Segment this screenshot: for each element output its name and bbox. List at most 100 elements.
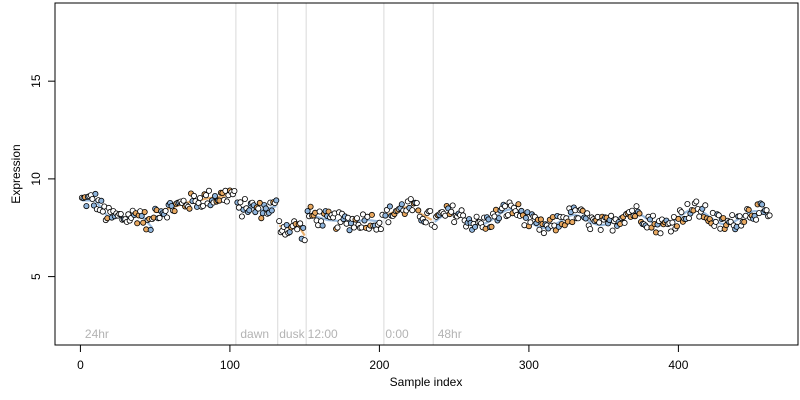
data-point [377,226,384,233]
data-point [407,196,414,203]
data-point [237,199,244,206]
data-point [190,192,197,199]
data-point [346,227,353,234]
data-point [413,199,420,206]
data-point [307,203,314,210]
data-point [702,202,709,209]
data-point [766,212,773,219]
x-axis: 0 100 200 300 400 [77,344,689,372]
data-point [386,203,393,210]
data-point [501,203,508,210]
data-point [575,215,582,222]
data-point [675,215,682,222]
data-point [92,190,99,197]
data-point [759,201,766,208]
data-point [582,215,589,222]
data-point [753,216,760,223]
data-point [99,208,106,215]
x-axis-title: Sample index [390,375,463,389]
data-point [472,223,479,230]
data-point [211,192,218,199]
data-point [636,210,643,217]
data-point [202,192,209,199]
x-tick-label: 400 [668,358,688,372]
data-point [584,210,591,217]
x-tick-label: 100 [220,358,240,372]
data-point [522,214,529,221]
data-point [134,220,141,227]
x-tick-label: 0 [77,358,84,372]
data-point [301,237,308,244]
data-point [246,207,253,214]
data-point [156,214,163,221]
data-point [353,215,360,222]
data-point [684,200,691,207]
data-point [268,207,275,214]
x-tick-label: 200 [369,358,389,372]
data-point [141,208,148,215]
data-point [763,207,770,214]
data-point [199,202,206,209]
data-point [171,208,178,215]
data-point [297,220,304,227]
data-point [632,213,639,220]
data-point [140,219,147,226]
data-point [536,226,543,233]
data-point [431,223,438,230]
data-point [409,207,416,214]
data-point [540,230,547,237]
data-point [609,227,616,234]
data-point [488,223,495,230]
data-point [241,195,248,202]
data-point [376,219,383,226]
y-tick-label: 10 [29,172,43,186]
data-point [712,218,719,225]
data-point [162,207,169,214]
data-point [596,219,603,226]
data-point [669,219,676,226]
phase-label: dawn [240,327,269,341]
data-point [650,212,657,219]
data-point [89,195,96,202]
phase-label: 12:00 [308,327,338,341]
data-point [262,205,269,212]
data-point [736,213,743,220]
phase-divider-lines [235,3,434,345]
data-point [527,219,534,226]
data-point [196,194,203,201]
y-axis: 5 10 15 [29,74,56,280]
phase-label: dusk [279,327,305,341]
data-point [579,207,586,214]
data-point [657,230,664,237]
data-point [448,208,455,215]
y-axis-title: Expression [9,144,23,203]
data-point [255,205,262,212]
data-point [368,211,375,218]
data-point [350,224,357,231]
data-point [633,203,640,210]
data-point [745,206,752,213]
phase-label: 24hr [85,327,109,341]
data-point [319,222,326,229]
data-points [78,187,773,244]
data-point [451,219,458,226]
data-point [117,210,124,217]
data-point [398,201,405,208]
data-point [741,218,748,225]
data-point [693,198,700,205]
data-point [205,187,212,194]
data-point [273,197,280,204]
data-point [231,187,238,194]
data-point [427,207,434,214]
phase-labels: 24hr dawn dusk 12:00 0:00 48hr [85,327,462,341]
data-point [621,219,628,226]
plot-background [55,3,798,345]
data-point [359,211,366,218]
data-point [238,213,245,220]
data-point [720,215,727,222]
data-point [300,224,307,231]
data-point [258,215,265,222]
data-point [98,197,105,204]
data-point [422,219,429,226]
